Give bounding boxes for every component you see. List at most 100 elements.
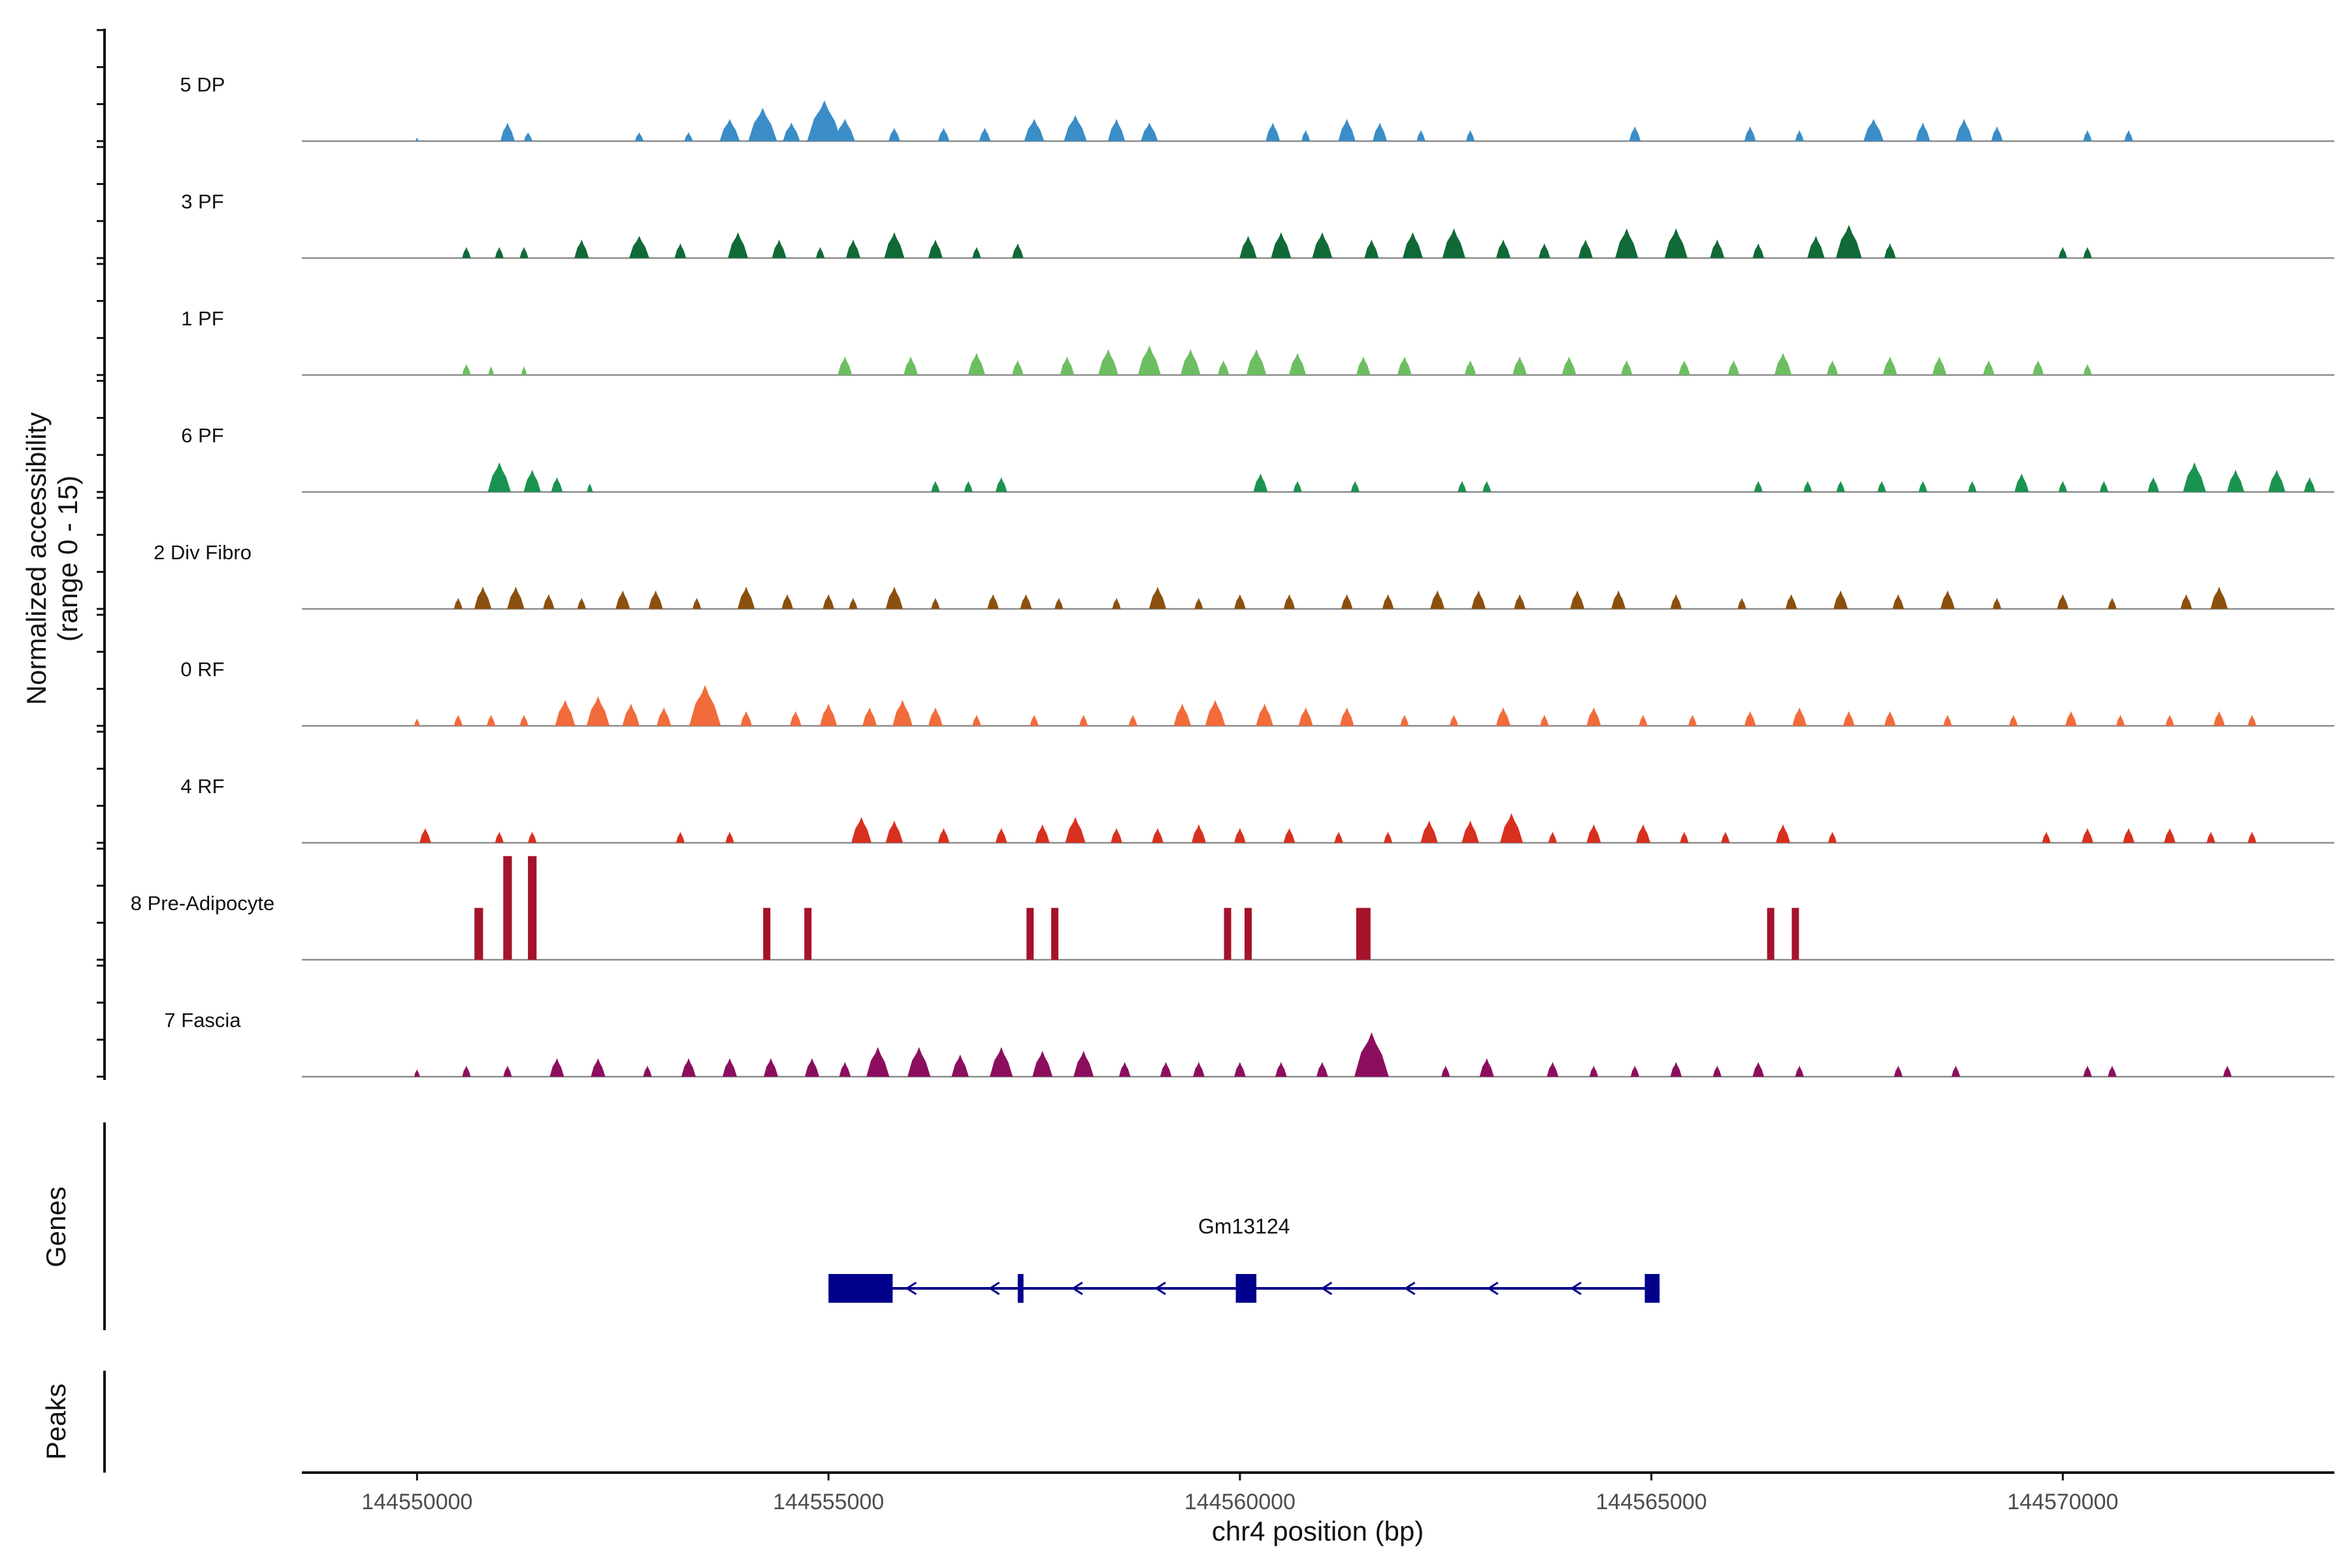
coverage-peak xyxy=(1035,824,1050,843)
strand-arrow xyxy=(905,1281,917,1296)
coverage-peak xyxy=(1877,481,1886,492)
track-label: 6 PF xyxy=(181,424,223,447)
coverage-peak xyxy=(1338,119,1356,141)
coverage-peak xyxy=(1079,715,1088,726)
coverage-peak xyxy=(2148,477,2159,492)
coverage-peak xyxy=(823,594,834,609)
coverage-peak xyxy=(907,1047,931,1077)
coverage-peak xyxy=(1968,481,1977,492)
coverage-peak xyxy=(1334,832,1343,843)
coverage-peak xyxy=(1540,715,1549,726)
track-3-pf: 3 PF xyxy=(181,190,2334,259)
coverage-peak xyxy=(2165,715,2174,726)
coverage-peak xyxy=(1499,813,1524,843)
coverage-peak xyxy=(622,704,640,726)
track-label: 2 Div Fibro xyxy=(154,541,252,564)
coverage-peak xyxy=(1234,594,1246,609)
coverage-peak xyxy=(728,232,748,258)
coverage-peak xyxy=(1180,349,1201,375)
coverage-peak xyxy=(1441,1066,1450,1077)
track-label: 3 PF xyxy=(181,190,223,213)
coverage-peak xyxy=(462,1066,471,1077)
coverage-peak xyxy=(1710,239,1725,258)
coverage-peak xyxy=(1112,598,1121,609)
coverage-peak xyxy=(1430,590,1445,609)
track-label: 5 DP xyxy=(180,73,225,96)
coverage-peak xyxy=(904,356,919,375)
coverage-peak xyxy=(1836,481,1845,492)
coverage-peak xyxy=(474,587,492,609)
coverage-peak xyxy=(2213,711,2225,726)
coverage-tracks: 5 DP 3 PF 1 PF 6 PF 2 Div Fibro 0 RF 4 RF 8 Pre… xyxy=(131,73,2334,1078)
coverage-peak xyxy=(1173,704,1191,726)
coverage-peak xyxy=(1744,711,1756,726)
coverage-peak xyxy=(1339,707,1354,726)
coverage-peak xyxy=(503,1066,512,1077)
coverage-peak xyxy=(1402,232,1423,258)
coverage-peak xyxy=(1943,715,1952,726)
track-0-rf: 0 RF xyxy=(180,658,2334,727)
coverage-peak xyxy=(2247,715,2257,726)
coverage-peak xyxy=(1727,360,1740,375)
coverage-peak xyxy=(1882,356,1897,375)
coverage-peak xyxy=(1636,824,1651,843)
coverage-peak xyxy=(519,247,529,258)
x-tick-label: 144560000 xyxy=(1184,1490,1296,1514)
coverage-peak xyxy=(2083,364,2092,375)
coverage-peak xyxy=(453,715,463,726)
coverage-peak xyxy=(1341,594,1353,609)
coverage-peak xyxy=(1128,715,1137,726)
coverage-peak xyxy=(543,594,555,609)
coverage-peak xyxy=(1054,598,1064,609)
coverage-peak xyxy=(928,707,943,726)
coverage-peak xyxy=(528,856,537,960)
coverage-peak xyxy=(1639,715,1648,726)
track-label: 0 RF xyxy=(180,658,224,681)
coverage-peak xyxy=(1955,119,1973,141)
coverage-peak xyxy=(523,470,541,492)
coverage-peak xyxy=(1283,594,1296,609)
coverage-peak xyxy=(995,477,1007,492)
coverage-peak xyxy=(2180,594,2193,609)
coverage-peak xyxy=(740,711,752,726)
gene-exon xyxy=(828,1274,893,1303)
coverage-peak xyxy=(681,1058,696,1077)
coverage-peak xyxy=(885,587,904,609)
gene-name-label: Gm13124 xyxy=(1198,1215,1290,1238)
coverage-peak xyxy=(519,715,529,726)
coverage-peak xyxy=(1191,824,1206,843)
coverage-peak xyxy=(1479,1058,1494,1077)
coverage-peak xyxy=(1514,594,1526,609)
coverage-peak xyxy=(972,247,981,258)
coverage-peak xyxy=(2082,828,2093,843)
coverage-peak xyxy=(1364,239,1379,258)
coverage-peak xyxy=(804,907,812,960)
coverage-peak xyxy=(1462,821,1479,843)
coverage-peak xyxy=(2014,473,2029,492)
coverage-peak xyxy=(885,821,904,843)
coverage-peak xyxy=(1011,243,1024,258)
coverage-peak xyxy=(2083,130,2092,141)
coverage-peak xyxy=(1065,817,1086,843)
coverage-peak xyxy=(1664,228,1688,258)
coverage-peak xyxy=(2123,828,2134,843)
coverage-peak xyxy=(1991,126,2003,141)
coverage-peak xyxy=(1578,239,1593,258)
track-1-pf: 1 PF xyxy=(181,307,2334,376)
coverage-peak xyxy=(1205,700,1226,726)
x-tick-label: 144550000 xyxy=(361,1490,472,1514)
coverage-peak xyxy=(849,598,858,609)
coverage-peak xyxy=(1795,130,1804,141)
coverage-peak xyxy=(1752,243,1765,258)
coverage-peak xyxy=(1024,119,1045,141)
coverage-peak xyxy=(1246,349,1267,375)
gene-exon xyxy=(1644,1274,1660,1303)
coverage-peak xyxy=(1141,122,1158,141)
coverage-peak xyxy=(474,907,483,960)
coverage-peak xyxy=(1892,594,1904,609)
coverage-peak xyxy=(495,247,504,258)
coverage-peak xyxy=(657,707,672,726)
coverage-peak xyxy=(938,127,950,141)
gene-exon xyxy=(1235,1274,1257,1303)
